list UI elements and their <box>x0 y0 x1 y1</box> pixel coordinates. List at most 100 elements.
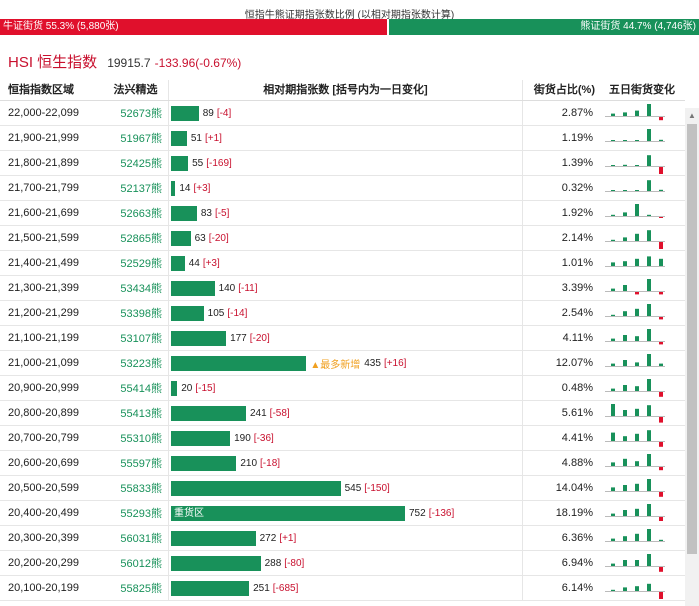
trend-cell <box>599 501 685 525</box>
warrant-code-link[interactable]: 55293熊 <box>120 508 162 520</box>
sparkline-bar <box>635 258 639 266</box>
contracts-cell: 545 [-150] <box>168 476 523 500</box>
vertical-scrollbar[interactable]: ▲ <box>685 108 699 606</box>
index-quote: HSI 恒生指数 19915.7 -133.96(-0.67%) <box>8 51 241 71</box>
range-cell: 21,100-21,199 <box>8 332 79 344</box>
table-row[interactable]: 20,800-20,899 55413熊 241 [-58] 5.61% <box>0 401 685 426</box>
sparkline-bar <box>659 258 663 266</box>
warrant-code-link[interactable]: 52673熊 <box>120 108 162 120</box>
sparkline-bar <box>647 214 651 216</box>
sparkline-bar <box>659 517 663 521</box>
contracts-bar <box>171 480 341 496</box>
warrant-code-link[interactable]: 56031熊 <box>120 533 162 545</box>
ratio-title: 恒指牛熊证期指张数比例 (以相对期指张数计算) <box>244 10 455 21</box>
sparkline-bar <box>635 433 639 441</box>
sparkline-bar <box>623 410 627 416</box>
table-row[interactable]: 20,500-20,599 55833熊 545 [-150] 14.04% <box>0 476 685 501</box>
scroll-thumb[interactable] <box>687 124 697 554</box>
share-cell: 6.94% <box>561 557 593 569</box>
scroll-up-arrow-icon[interactable]: ▲ <box>688 110 696 120</box>
warrant-code-link[interactable]: 52425熊 <box>120 158 162 170</box>
table-row[interactable]: 20,200-20,299 56012熊 288 [-80] 6.94% <box>0 551 685 576</box>
share-cell: 12.07% <box>555 357 593 369</box>
daily-change: [-150] <box>364 482 390 494</box>
table-row[interactable]: 21,800-21,899 52425熊 55 [-169] 1.39% <box>0 151 685 176</box>
warrant-code-link[interactable]: 55414熊 <box>120 383 162 395</box>
table-row[interactable]: 20,900-20,999 55414熊 20 [-15] 0.48% <box>0 376 685 401</box>
sparkline-bar <box>647 329 651 341</box>
contracts-cell: 55 [-169] <box>168 151 523 175</box>
column-header-contracts: 相对期指张数 [括号内为一日变化] <box>168 80 523 100</box>
table-row[interactable]: 20,100-20,199 55825熊 251 [-685] 6.14% <box>0 576 685 601</box>
bear-share-segment: 熊证街货 44.7% (4,746张) <box>386 19 699 35</box>
warrant-code-link[interactable]: 53434熊 <box>120 283 162 295</box>
sparkline-bar <box>623 560 627 566</box>
share-cell: 4.41% <box>561 432 593 444</box>
sparkline-bar <box>611 538 615 541</box>
five-day-trend-sparkline <box>605 329 665 345</box>
table-row[interactable]: 21,200-21,299 53398熊 105 [-14] 2.54% <box>0 301 685 326</box>
sparkline-bar <box>659 442 663 447</box>
five-day-trend-sparkline <box>605 404 665 423</box>
contracts-bar <box>171 380 178 396</box>
warrant-code-link[interactable]: 55597熊 <box>120 458 162 470</box>
sparkline-bar <box>635 508 639 516</box>
warrant-code-link[interactable]: 52137熊 <box>120 183 162 195</box>
range-cell: 21,300-21,399 <box>8 282 79 294</box>
sparkline-bar <box>647 554 651 566</box>
table-row[interactable]: 22,000-22,099 52673熊 89 [-4] 2.87% <box>0 101 685 126</box>
warrant-code-link[interactable]: 55413熊 <box>120 408 162 420</box>
contracts-bar <box>171 305 204 321</box>
warrant-code-link[interactable]: 56012熊 <box>120 558 162 570</box>
table-row[interactable]: 21,000-21,099 53223熊 ▲最多新增 435 [+16] 12.07% <box>0 351 685 376</box>
sparkline-bar <box>623 190 627 191</box>
table-row[interactable]: 20,400-20,499 55293熊 重货区 752 [-136] 18.19% <box>0 501 685 526</box>
contracts-bar <box>171 255 185 271</box>
warrant-code-link[interactable]: 55833熊 <box>120 483 162 495</box>
table-row[interactable]: 20,600-20,699 55597熊 210 [-18] 4.88% <box>0 451 685 476</box>
contracts-cell: 177 [-20] <box>168 326 523 350</box>
five-day-trend-sparkline <box>605 256 665 267</box>
contracts-cell: 210 [-18] <box>168 451 523 475</box>
sparkline-bar <box>647 104 651 116</box>
sparkline-bar <box>611 214 615 216</box>
contracts-count: 89 <box>202 107 214 119</box>
contracts-count: 51 <box>190 132 202 144</box>
sparkline-bar <box>611 165 615 166</box>
daily-change: [-18] <box>260 457 281 469</box>
table-row[interactable]: 21,100-21,199 53107熊 177 [-20] 4.11% <box>0 326 685 351</box>
warrant-code-link[interactable]: 52663熊 <box>120 208 162 220</box>
warrant-code-link[interactable]: 53223熊 <box>120 358 162 370</box>
contracts-cell: 20 [-15] <box>168 376 523 400</box>
sparkline-bar <box>623 261 627 266</box>
table-row[interactable]: 20,300-20,399 56031熊 272 [+1] 6.36% <box>0 526 685 551</box>
sparkline-bar <box>647 430 651 441</box>
table-row[interactable]: 21,400-21,499 52529熊 44 [+3] 1.01% <box>0 251 685 276</box>
column-header-share: 街货占比(%) <box>533 84 595 96</box>
warrant-code-link[interactable]: 55310熊 <box>120 433 162 445</box>
sparkline-bar <box>647 304 651 316</box>
warrant-code-link[interactable]: 53107熊 <box>120 333 162 345</box>
warrant-code-link[interactable]: 51967熊 <box>120 133 162 145</box>
sparkline-bar <box>659 492 663 497</box>
table-row[interactable]: 21,500-21,599 52865熊 63 [-20] 2.14% <box>0 226 685 251</box>
table-row[interactable]: 20,700-20,799 55310熊 190 [-36] 4.41% <box>0 426 685 451</box>
contracts-count: 14 <box>179 182 191 194</box>
warrant-code-link[interactable]: 52865熊 <box>120 233 162 245</box>
warrant-code-link[interactable]: 55825熊 <box>120 583 162 595</box>
warrant-code-link[interactable]: 53398熊 <box>120 308 162 320</box>
contracts-cell: 63 [-20] <box>168 226 523 250</box>
warrant-code-link[interactable]: 52529熊 <box>120 258 162 270</box>
table-row[interactable]: 21,600-21,699 52663熊 83 [-5] 1.92% <box>0 201 685 226</box>
sparkline-bar <box>623 485 627 491</box>
index-name[interactable]: HSI 恒生指数 <box>8 54 98 71</box>
table-row[interactable]: 21,300-21,399 53434熊 140 [-11] 3.39% <box>0 276 685 301</box>
five-day-trend-sparkline <box>605 180 665 192</box>
table-row[interactable]: 21,900-21,999 51967熊 51 [+1] 1.19% <box>0 126 685 151</box>
table-row[interactable]: 21,700-21,799 52137熊 14 [+3] 0.32% <box>0 176 685 201</box>
range-cell: 20,700-20,799 <box>8 432 79 444</box>
contracts-count: 55 <box>192 157 204 169</box>
contracts-bar <box>171 405 246 421</box>
column-header-trend: 五日街货变化 <box>609 84 675 96</box>
contracts-bar <box>171 105 199 121</box>
